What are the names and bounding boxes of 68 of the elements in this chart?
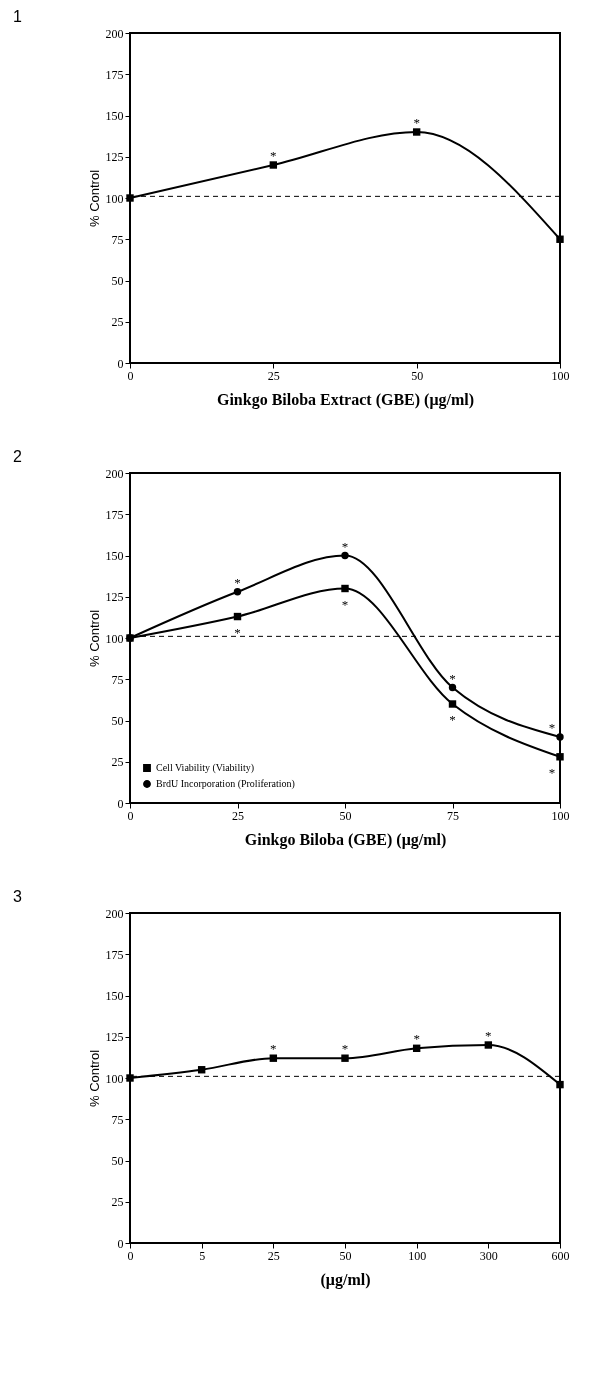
y-tick-label: 150 — [105, 989, 124, 1003]
y-tick-label: 50 — [111, 1154, 124, 1168]
y-tick-label: 0 — [117, 1236, 124, 1251]
x-tick-label: 100 — [408, 1248, 427, 1263]
y-tick-label: 150 — [105, 109, 124, 123]
y-tick-label: 25 — [111, 755, 124, 770]
annotation: * — [341, 538, 349, 554]
annotation: * — [449, 670, 456, 686]
y-tick-label: 150 — [105, 549, 124, 563]
y-tick-label: 200 — [105, 466, 124, 481]
y-tick-label: 75 — [111, 1112, 124, 1127]
y-tick-label: 200 — [105, 26, 124, 41]
chart-title: 2 — [13, 448, 22, 465]
x-tick-label: 50 — [339, 808, 352, 823]
x-tick-label: 600 — [551, 1248, 570, 1263]
legend-label: Cell Viability (Viability) — [156, 762, 255, 774]
x-tick-label: 75 — [447, 808, 459, 823]
y-tick-label: 100 — [105, 191, 124, 206]
annotation: * — [341, 596, 349, 612]
annotation: * — [413, 1031, 420, 1047]
x-tick-label: 100 — [551, 368, 570, 383]
annotation: * — [234, 624, 241, 640]
x-tick-label: 25 — [267, 368, 280, 383]
x-tick-label: 25 — [267, 1248, 280, 1263]
y-tick-label: 125 — [105, 150, 124, 165]
y-tick-label: 0 — [117, 356, 124, 371]
y-tick-label: 100 — [105, 1071, 124, 1086]
x-axis-title: (μg/ml) — [320, 1270, 371, 1289]
annotation: * — [270, 1041, 277, 1057]
annotation: * — [485, 1028, 492, 1043]
y-tick-label: 0 — [117, 796, 124, 811]
y-tick-label: 125 — [105, 1030, 124, 1045]
y-tick-label: 75 — [111, 672, 124, 687]
x-tick-label: 5 — [199, 1248, 206, 1263]
y-tick-label: 125 — [105, 590, 124, 605]
annotation: * — [548, 720, 556, 735]
annotation: * — [341, 1041, 349, 1057]
y-tick-label: 100 — [105, 631, 124, 646]
x-axis-title: Ginkgo Biloba (GBE) (μg/ml) — [244, 830, 447, 849]
chart-title: 1 — [13, 8, 22, 25]
y-tick-label: 175 — [105, 947, 124, 962]
y-tick-label: 200 — [105, 906, 124, 921]
annotation: * — [270, 148, 277, 163]
y-tick-label: 175 — [105, 507, 124, 522]
x-tick-label: 0 — [127, 368, 134, 383]
x-tick-label: 50 — [339, 1248, 352, 1263]
annotation: * — [413, 115, 420, 130]
y-tick-label: 25 — [111, 315, 124, 330]
annotation: * — [548, 764, 556, 780]
x-tick-label: 25 — [232, 808, 244, 823]
y-tick-label: 175 — [105, 67, 124, 82]
y-tick-label: 50 — [111, 274, 124, 288]
annotation: * — [449, 712, 456, 727]
legend-label: BrdU Incorporation (Proliferation) — [156, 778, 295, 790]
y-tick-label: 50 — [111, 714, 124, 728]
y-tick-label: 25 — [111, 1195, 124, 1210]
x-tick-label: 50 — [411, 368, 424, 383]
x-axis-title: Ginkgo Biloba Extract (GBE) (μg/ml) — [216, 390, 475, 409]
x-tick-label: 100 — [551, 808, 570, 823]
y-tick-label: 75 — [111, 232, 124, 247]
y-axis-title: % Control — [86, 609, 102, 668]
annotation: * — [234, 574, 241, 590]
y-axis-title: % Control — [86, 1049, 102, 1108]
x-tick-label: 300 — [479, 1248, 498, 1263]
x-tick-label: 0 — [127, 1248, 134, 1263]
chart-title: 3 — [13, 888, 22, 905]
y-axis-title: % Control — [86, 169, 102, 228]
x-tick-label: 0 — [127, 808, 134, 823]
